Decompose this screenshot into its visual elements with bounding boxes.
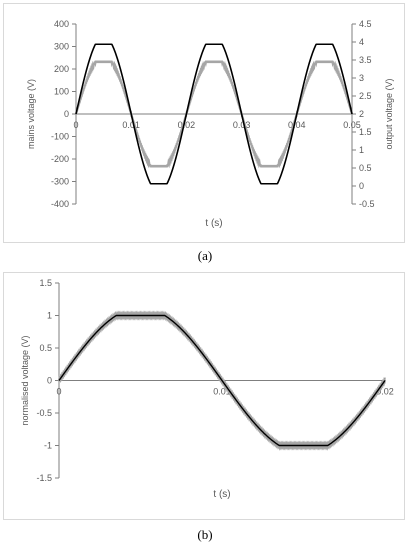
x-tick-label: 0.03	[233, 120, 251, 130]
chart-a-svg: 4003002001000-100-200-300-4004.543.532.5…	[26, 19, 394, 229]
y-right-tick-label: 0.5	[359, 163, 372, 173]
y-right-tick-label: 4.5	[359, 19, 372, 29]
y-left-tick-label: 200	[54, 64, 69, 74]
y-tick-label: 0	[47, 376, 52, 386]
x-tick-label: 0	[73, 120, 78, 130]
x-tick-label: 0.04	[288, 120, 306, 130]
x-tick-label: 0.02	[376, 387, 394, 397]
y-tick-label: -1	[44, 441, 52, 451]
y-right-tick-label: 1	[359, 145, 364, 155]
y-left-tick-label: 300	[54, 42, 69, 52]
y-left-tick-label: 400	[54, 19, 69, 29]
y-left-tick-label: 100	[54, 87, 69, 97]
x-tick-label: 0.02	[178, 120, 196, 130]
y-right-tick-label: -0.5	[359, 199, 375, 209]
mains-voltage-line	[75, 43, 353, 185]
y-left-tick-label: -300	[51, 177, 69, 187]
x-axis-title: t (s)	[205, 218, 222, 229]
y-tick-label: -1.5	[36, 473, 52, 483]
normalised-mains-line	[58, 314, 386, 447]
x-axis-title: t (s)	[213, 489, 230, 500]
y-left-tick-label: 0	[64, 109, 69, 119]
chart-a-panel: 400 300 200 100 0 -100 -200 -300 -400 4.5 4 3.5 3 2.5…	[3, 3, 405, 243]
y-right-tick-label: 3	[359, 73, 364, 83]
chart-b-caption: (b)	[197, 527, 213, 542]
chart-b-panel: 1.5 1 0.5 0 -0.5 -1 -1.5 0 0.01 0.02 t (s) normalis…	[3, 272, 405, 520]
chart-a-caption: (a)	[197, 248, 213, 263]
y-tick-label: 0.5	[39, 343, 52, 353]
y-left-tick-label: -100	[51, 132, 69, 142]
y-tick-label: 1.5	[39, 278, 52, 288]
output-voltage-line	[74, 60, 354, 169]
y-right-tick-label: 2.5	[359, 91, 372, 101]
y-axis-title: normalised voltage (V)	[20, 335, 30, 425]
y-tick-label: 1	[47, 311, 52, 321]
y-right-tick-label: 2	[359, 109, 364, 119]
y-right-tick-label: 3.5	[359, 55, 372, 65]
y-left-tick-label: -400	[51, 199, 69, 209]
y-right-tick-label: 0	[359, 181, 364, 191]
x-tick-label: 0.01	[213, 387, 231, 397]
y-right-tick-label: 4	[359, 37, 364, 47]
chart-b-svg: 1.5 1 0.5 0 -0.5 -1 -1.5 0 0.01 0.02 t (s) normalis…	[20, 278, 394, 500]
x-tick-label: 0.01	[122, 120, 140, 130]
y-axis-left-title: mains voltage (V)	[26, 79, 36, 149]
x-tick-label: 0.05	[343, 120, 361, 130]
y-tick-label: -0.5	[36, 408, 52, 418]
x-tick-label: 0	[56, 387, 61, 397]
y-right-tick-label: 1.5	[359, 127, 372, 137]
y-left-tick-label: -200	[51, 154, 69, 164]
y-axis-right-title: output voltage (V)	[384, 78, 394, 149]
